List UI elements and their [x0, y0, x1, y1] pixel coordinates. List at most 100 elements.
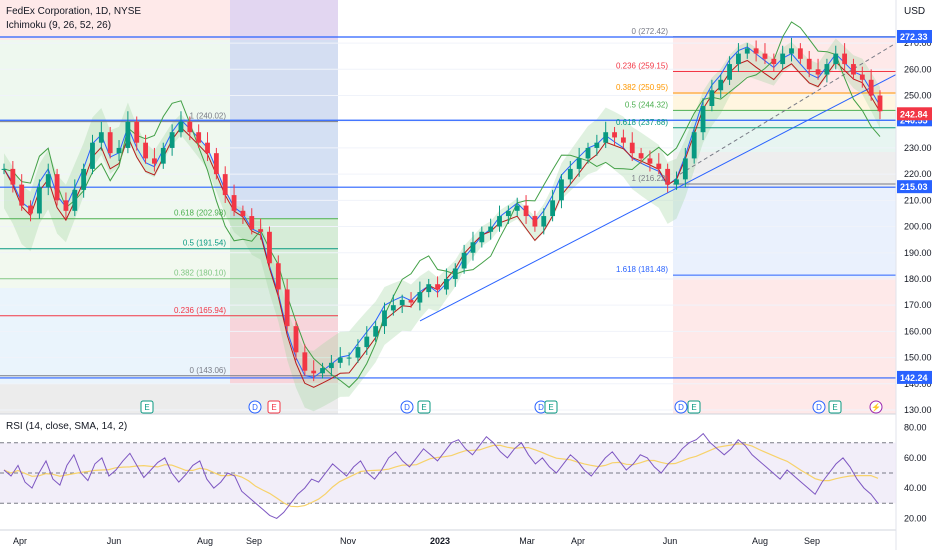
candle-body	[1, 168, 7, 170]
price-tick: 260.00	[904, 64, 932, 74]
candle-body	[98, 132, 104, 143]
svg-text:E: E	[271, 403, 276, 412]
event-marker[interactable]: D	[534, 400, 548, 414]
candle-body	[187, 121, 193, 133]
candle-body	[293, 326, 299, 353]
candle-body	[54, 174, 60, 201]
fib-right-label: 0 (272.42)	[632, 27, 669, 36]
candle-body	[629, 142, 635, 154]
price-tick: 150.00	[904, 353, 932, 363]
background-zones	[0, 0, 896, 414]
price-tick: 270.00	[904, 38, 932, 48]
event-marker[interactable]: D	[400, 400, 414, 414]
candle-body	[532, 216, 538, 227]
fib-right-label: 0.618 (237.68)	[616, 118, 668, 127]
fib-left-label: 0.382 (180.10)	[174, 269, 226, 278]
candle-body	[567, 168, 573, 180]
candle-body	[222, 174, 228, 196]
svg-text:215.03: 215.03	[900, 182, 928, 192]
event-marker[interactable]: D	[812, 400, 826, 414]
price-tick: 170.00	[904, 300, 932, 310]
event-marker[interactable]: D	[248, 400, 262, 414]
time-tick: Apr	[571, 536, 585, 546]
fib-right-label: 0.5 (244.32)	[625, 100, 668, 109]
event-marker[interactable]: E	[687, 400, 701, 414]
candle-body	[541, 216, 547, 227]
time-tick: Aug	[752, 536, 768, 546]
event-marker[interactable]: E	[544, 400, 558, 414]
candle-body	[789, 48, 794, 54]
candle-body	[762, 53, 768, 59]
price-tag	[897, 370, 932, 384]
candle-body	[859, 74, 865, 80]
candle-body	[470, 242, 476, 253]
candle-body	[585, 147, 591, 159]
candle-body	[620, 137, 626, 143]
candle-body	[134, 121, 140, 143]
svg-text:142.24: 142.24	[900, 373, 928, 383]
candle-body	[700, 106, 706, 133]
candle-body	[28, 205, 33, 214]
price-axis[interactable]: 270.00260.00250.00240.00230.00220.00210.…	[904, 38, 932, 415]
currency-label[interactable]: USD	[904, 6, 925, 17]
candle-body	[665, 168, 671, 185]
candle-body	[346, 357, 352, 359]
price-tag	[897, 29, 932, 43]
price-tick: 190.00	[904, 248, 932, 258]
event-marker[interactable]: ⚡	[869, 400, 883, 414]
candle-body	[815, 69, 821, 75]
price-tick: 250.00	[904, 91, 932, 101]
candle-body	[797, 48, 803, 59]
event-markers[interactable]: E D E D E D E D E D E ⚡	[140, 400, 883, 414]
candle-body	[753, 48, 759, 54]
svg-text:240.55: 240.55	[900, 115, 928, 125]
trend-line-dashed[interactable]	[679, 42, 897, 175]
candle-body	[868, 79, 874, 96]
svg-text:D: D	[678, 403, 684, 412]
event-marker[interactable]: E	[267, 400, 281, 414]
candle-body	[426, 284, 432, 293]
svg-text:242.84: 242.84	[900, 109, 928, 119]
candle-body	[488, 226, 494, 232]
fib-right-label: 0.382 (250.95)	[616, 83, 668, 92]
fib-left-label: 0 (143.06)	[190, 366, 227, 375]
svg-text:E: E	[421, 403, 426, 412]
event-marker[interactable]: E	[140, 400, 154, 414]
trend-line[interactable]	[419, 74, 897, 322]
candle-body	[638, 153, 644, 159]
candle-body	[72, 189, 78, 211]
candle-body	[19, 184, 25, 206]
candle-body	[656, 163, 662, 169]
time-axis[interactable]: Apr Jun Aug Sep Nov 2023 Mar Apr Jun Aug Sep	[13, 536, 820, 546]
candle-body	[877, 95, 883, 112]
event-marker[interactable]: E	[828, 400, 842, 414]
rsi-line	[3, 432, 879, 519]
candle-body	[505, 210, 511, 217]
price-tick: 210.00	[904, 195, 932, 205]
candle-body	[125, 121, 131, 148]
candle-body	[196, 132, 202, 143]
candle-body	[674, 179, 679, 185]
candle-body	[576, 158, 582, 169]
fib-left-label: 1 (240.02)	[190, 112, 227, 121]
candle-body	[435, 284, 440, 290]
candle-body	[63, 200, 69, 211]
time-tick: Sep	[804, 536, 820, 546]
candle-body	[160, 147, 166, 164]
candle-body	[682, 158, 688, 180]
trend-lines	[419, 42, 897, 322]
candle-body	[355, 347, 361, 358]
candle-body	[497, 216, 502, 227]
event-marker[interactable]: D	[674, 400, 688, 414]
candle-body	[373, 326, 379, 337]
svg-text:D: D	[816, 403, 822, 412]
rsi-tick: 40.00	[904, 483, 927, 493]
candle-body	[479, 231, 485, 243]
candles	[1, 37, 883, 382]
event-marker[interactable]: E	[417, 400, 431, 414]
candle-body	[444, 278, 449, 290]
candle-body	[833, 53, 839, 65]
candle-body	[231, 195, 237, 211]
fib-labels: 1 (240.02) 0.618 (202.98) 0.5 (191.54) 0.38…	[174, 27, 668, 375]
